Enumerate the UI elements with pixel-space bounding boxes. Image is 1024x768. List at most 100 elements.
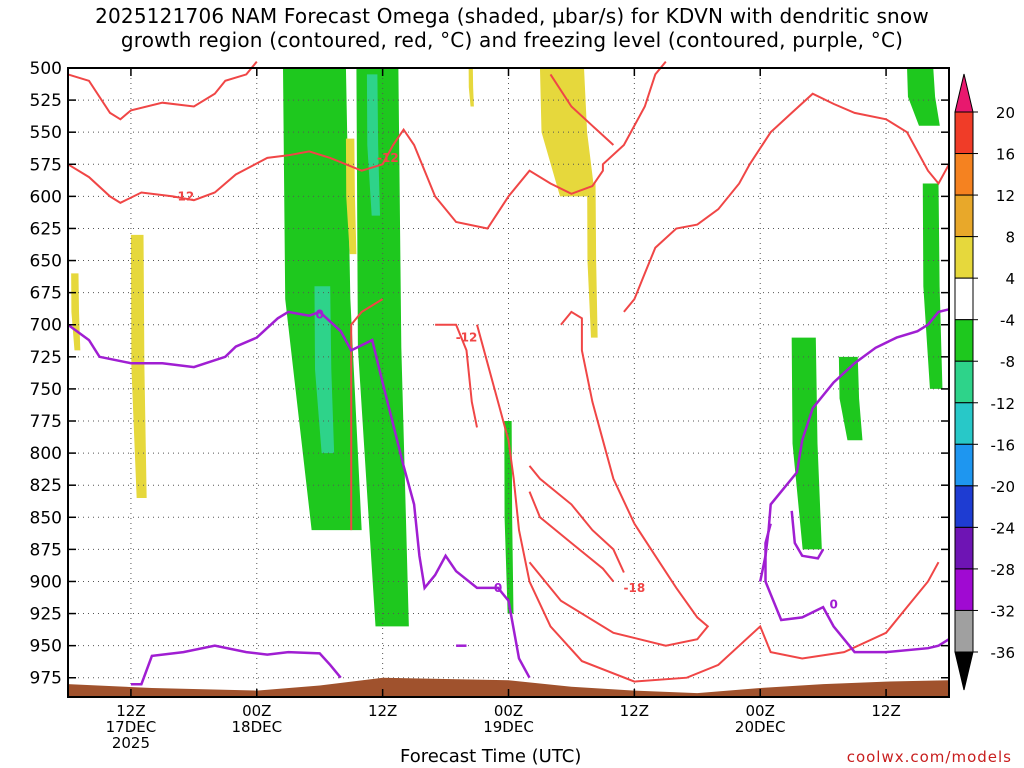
colorbar-swatch xyxy=(954,402,974,445)
colorbar-label: -24 xyxy=(991,519,1016,537)
omega-region xyxy=(130,234,147,499)
x-tick-label: 19DEC xyxy=(483,718,534,736)
dendritic-contour xyxy=(528,310,710,647)
dendritic-contour xyxy=(67,60,258,121)
x-tick-label: 00Z xyxy=(242,702,271,720)
colorbar-label: -16 xyxy=(991,436,1016,454)
y-tick-label: 650 xyxy=(30,252,62,272)
dendritic-contour-label: -12 xyxy=(377,151,399,165)
x-tick-label: 12Z xyxy=(368,702,397,720)
freezing-level-contour-label: 0 xyxy=(829,598,837,612)
dendritic-contour xyxy=(350,298,384,531)
axes-layer: 500 525 550 575 600 625 650 675 700 725 750 775 800 8… xyxy=(30,59,950,752)
y-tick-label: 675 xyxy=(30,284,62,304)
colorbar-swatch xyxy=(954,319,974,362)
y-tick-label: 950 xyxy=(30,637,62,657)
x-axis-label: Forecast Time (UTC) xyxy=(400,746,582,767)
y-tick-label: 550 xyxy=(30,123,62,143)
y-tick-label: 975 xyxy=(30,669,62,689)
dendritic-contour-label: -12 xyxy=(173,189,195,203)
y-tick-label: 600 xyxy=(30,187,62,207)
colorbar-label: -8 xyxy=(1000,353,1015,371)
y-tick-label: 800 xyxy=(30,444,62,464)
y-tick-label: 625 xyxy=(30,219,62,239)
colorbar-label: 16 xyxy=(996,146,1015,164)
terrain-layer xyxy=(68,677,949,697)
omega-region xyxy=(356,68,409,627)
colorbar-label: 20 xyxy=(996,104,1015,122)
omega-shading-layer xyxy=(71,68,943,627)
dendritic-contour xyxy=(528,491,615,583)
y-tick-label: 500 xyxy=(30,59,62,79)
freezing-level-contour-label: 0 xyxy=(316,307,324,321)
colorbar-swatch xyxy=(954,526,974,570)
grid-layer xyxy=(68,67,949,697)
x-tick-label: 2025 xyxy=(112,734,150,752)
y-tick-label: 750 xyxy=(30,380,62,400)
colorbar-label: 12 xyxy=(996,187,1015,205)
colorbar-swatch xyxy=(954,485,974,528)
colorbar-label: -12 xyxy=(991,395,1016,413)
contour-layer: -12 -12 -12 -18 0 0 0 xyxy=(67,60,950,686)
colorbar-bottom-arrow xyxy=(954,651,974,691)
colorbar: 20 16 12 8 4 -4 -8 -12 -16 -20 -24 -28 -32 -36 xyxy=(954,73,1016,691)
omega-region xyxy=(587,183,598,338)
y-tick-label: 775 xyxy=(30,412,62,432)
y-tick-label: 575 xyxy=(30,155,62,175)
freezing-level-contour xyxy=(67,310,531,679)
colorbar-swatch xyxy=(954,153,974,196)
omega-region xyxy=(71,273,81,351)
colorbar-swatch xyxy=(954,194,974,238)
omega-region xyxy=(907,68,940,126)
freezing-level-contour xyxy=(764,523,950,654)
dendritic-contour xyxy=(67,60,667,230)
colorbar-label: -28 xyxy=(991,561,1016,579)
colorbar-label: -32 xyxy=(991,602,1016,620)
terrain-fill xyxy=(68,677,949,697)
colorbar-swatch xyxy=(954,111,974,155)
freezing-level-contour xyxy=(130,644,342,686)
omega-region xyxy=(922,183,943,389)
y-tick-label: 700 xyxy=(30,316,62,336)
y-tick-label: 875 xyxy=(30,540,62,560)
y-tick-label: 525 xyxy=(30,91,62,111)
title-line-2: growth region (contoured, red, °C) and f… xyxy=(120,28,904,52)
x-tick-label: 20DEC xyxy=(735,718,786,736)
x-tick-label: 12Z xyxy=(871,702,900,720)
colorbar-label: -36 xyxy=(991,644,1016,662)
title-line-1: 2025121706 NAM Forecast Omega (shaded, μ… xyxy=(95,4,929,28)
x-tick-label: 17DEC xyxy=(106,718,157,736)
y-tick-label: 725 xyxy=(30,348,62,368)
dendritic-contour xyxy=(528,465,625,573)
freezing-level-contour xyxy=(790,510,825,560)
y-tick-label: 900 xyxy=(30,572,62,592)
omega-region xyxy=(366,74,381,216)
x-tick-label: 00Z xyxy=(746,702,775,720)
chart-title: 2025121706 NAM Forecast Omega (shaded, μ… xyxy=(0,4,1024,52)
dendritic-contour xyxy=(435,323,478,428)
colorbar-swatch xyxy=(954,360,974,404)
dendritic-contour xyxy=(549,73,615,146)
watermark: coolwx.com/models xyxy=(846,748,1012,766)
colorbar-swatch xyxy=(954,277,974,321)
dendritic-contour xyxy=(623,92,950,313)
freezing-level-contour xyxy=(758,308,950,582)
colorbar-swatch xyxy=(954,609,974,653)
colorbar-label: -20 xyxy=(991,478,1016,496)
y-tick-label: 850 xyxy=(30,508,62,528)
y-tick-label: 825 xyxy=(30,476,62,496)
colorbar-label: -4 xyxy=(1000,312,1015,330)
omega-region xyxy=(314,286,335,454)
x-tick-label: 18DEC xyxy=(231,718,282,736)
omega-region xyxy=(791,337,822,550)
dendritic-contour-label: -12 xyxy=(456,331,478,345)
omega-region xyxy=(468,68,474,107)
omega-region xyxy=(838,356,863,441)
freezing-level-contour-label: 0 xyxy=(494,581,502,595)
colorbar-swatch xyxy=(954,236,974,279)
colorbar-label: 4 xyxy=(1005,270,1015,288)
x-tick-label: 12Z xyxy=(620,702,649,720)
dendritic-contour-label: -18 xyxy=(624,581,646,595)
dendritic-contour xyxy=(476,324,940,683)
